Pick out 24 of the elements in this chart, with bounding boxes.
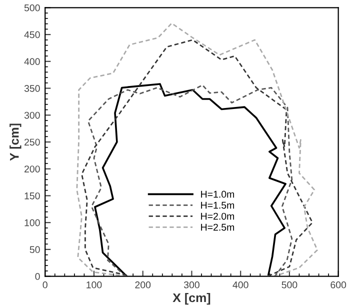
- x-tick-label: 100: [86, 281, 102, 288]
- y-tick-label: 0: [35, 273, 40, 280]
- legend-label: H=2.0m: [201, 212, 234, 220]
- y-tick-label: 300: [24, 112, 40, 119]
- y-tick-label: 400: [24, 58, 40, 66]
- y-tick-label: 350: [24, 84, 40, 92]
- legend-label: H=1.5m: [201, 202, 234, 209]
- x-tick-label: 600: [330, 281, 346, 288]
- x-tick-label: 400: [232, 281, 248, 288]
- x-tick-label: 300: [184, 281, 200, 288]
- legend-label: H=1.0m: [201, 190, 234, 198]
- x-tick-label: 200: [135, 281, 151, 288]
- y-tick-label: 450: [24, 31, 40, 38]
- legend-label: H=2.5m: [201, 224, 234, 231]
- y-tick-label: 50: [30, 246, 40, 254]
- x-axis-title: X [cm]: [172, 293, 210, 305]
- y-tick-label: 150: [24, 192, 40, 200]
- x-tick-label: 500: [282, 281, 298, 288]
- y-tick-label: 500: [24, 4, 40, 12]
- y-tick-label: 250: [24, 138, 40, 146]
- y-axis-title: Y [cm]: [10, 124, 22, 161]
- x-tick-label: 0: [42, 281, 48, 288]
- y-tick-label: 100: [24, 219, 40, 226]
- y-tick-label: 200: [24, 166, 40, 172]
